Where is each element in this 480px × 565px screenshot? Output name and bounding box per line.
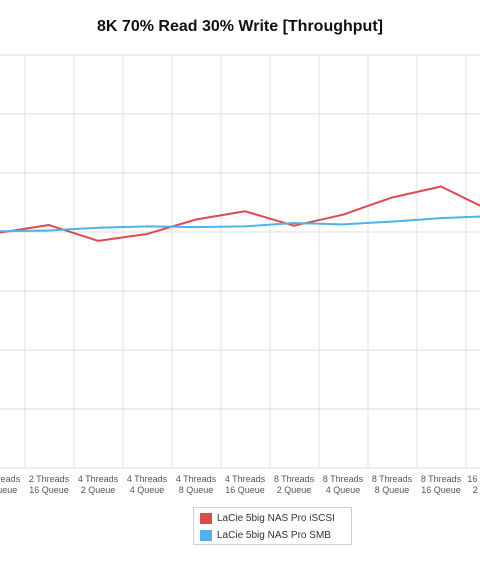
grid-lines — [0, 54, 480, 469]
legend-swatch-smb — [200, 529, 212, 541]
legend-label-smb: LaCie 5big NAS Pro SMB — [217, 529, 331, 541]
legend-label-iscsi: LaCie 5big NAS Pro iSCSI — [217, 512, 335, 524]
legend: LaCie 5big NAS Pro iSCSI LaCie 5big NAS … — [193, 507, 352, 545]
x-tick-label: 2 Threads 16 Queue — [29, 474, 70, 495]
x-tick-label: 8 Threads 16 Queue — [421, 474, 462, 495]
series-line-1 — [0, 215, 480, 233]
x-tick-label: 4 Threads 2 Queue — [78, 474, 119, 495]
x-tick-label: 8 Threads 8 Queue — [372, 474, 413, 495]
x-tick-label: 8 Threads 4 Queue — [323, 474, 364, 495]
chart-title: 8K 70% Read 30% Write [Throughput] — [97, 18, 383, 35]
x-tick-label: 4 Threads 4 Queue — [127, 474, 168, 495]
x-tick-label: 4 Threads 16 Queue — [225, 474, 266, 495]
legend-item-iscsi[interactable]: LaCie 5big NAS Pro iSCSI — [200, 511, 335, 525]
x-tick-label: 8 Threads 2 Queue — [274, 474, 315, 495]
series-line-0 — [0, 185, 480, 242]
series-lines — [0, 185, 480, 242]
x-tick-label: 4 Threads 8 Queue — [176, 474, 217, 495]
legend-swatch-iscsi — [200, 512, 212, 524]
legend-item-smb[interactable]: LaCie 5big NAS Pro SMB — [200, 528, 331, 542]
